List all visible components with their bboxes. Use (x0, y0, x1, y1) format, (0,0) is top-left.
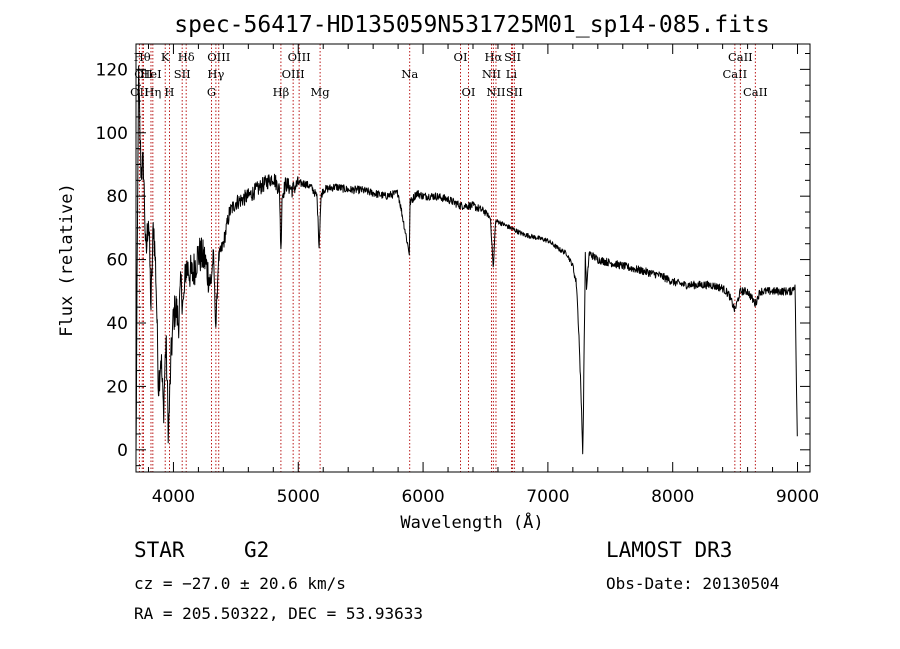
survey-name: LAMOST DR3 (606, 538, 732, 562)
line-label-8: Hδ (178, 50, 195, 64)
line-label-20: NII (482, 67, 501, 81)
line-label-4: HeI (140, 67, 161, 81)
y-tick-label-2: 40 (106, 314, 128, 334)
y-tick-label-4: 80 (106, 187, 128, 207)
line-label-17: OI (454, 50, 468, 64)
coordinates-readout: RA = 205.50322, DEC = 53.93633 (134, 604, 423, 623)
y-axis-label: Flux (relative) (57, 183, 77, 337)
line-label-19: Hα (484, 50, 502, 64)
line-label-9: OIII (207, 50, 230, 64)
object-class: STAR (134, 538, 185, 562)
x-axis-label: Wavelength (Å) (400, 511, 543, 533)
line-label-22: SII (504, 50, 521, 64)
y-tick-label-0: 0 (117, 441, 128, 461)
cz-value: cz = −27.0 ± 20.6 km/s (134, 574, 346, 593)
x-tick-label-0: 4000 (152, 487, 195, 507)
object-subclass: G2 (244, 538, 269, 562)
line-label-16: Na (401, 67, 418, 81)
obs-date: Obs-Date: 20130504 (606, 574, 779, 593)
redshift-readout: cz = −27.0 ± 20.6 km/s (134, 574, 346, 593)
spectrum-line (135, 65, 798, 455)
line-label-10: Hγ (207, 67, 224, 81)
line-label-7: H (164, 85, 174, 99)
x-tick-label-1: 5000 (277, 487, 320, 507)
line-label-21: NII (486, 85, 505, 99)
subclass-label: G2 (244, 538, 270, 562)
y-tick-label-3: 60 (106, 251, 128, 271)
line-label-18: OI (462, 85, 476, 99)
obsdate-label: Obs-Date: 20130504 (606, 574, 780, 593)
line-label-11: G (207, 85, 216, 99)
x-tick-label-4: 8000 (651, 487, 694, 507)
radec-value: RA = 205.50322, DEC = 53.93633 (134, 604, 423, 623)
line-label-26: CaII (728, 50, 753, 64)
plot-area (135, 65, 798, 455)
line-label-24: SII (506, 85, 523, 99)
y-tick-label-5: 100 (96, 124, 128, 144)
line-label-14: OIII (288, 50, 311, 64)
line-label-13: OIII (282, 67, 305, 81)
x-tick-label-2: 6000 (401, 487, 444, 507)
x-tick-label-3: 7000 (526, 487, 569, 507)
line-label-27: CaII (743, 85, 768, 99)
class-label: STAR (134, 538, 185, 562)
line-label-3: Hη (144, 85, 161, 99)
y-tick-label-6: 120 (96, 60, 128, 80)
line-label-15: Mg (311, 85, 331, 99)
line-label-25: CaII (722, 67, 747, 81)
survey-label: LAMOST DR3 (606, 538, 733, 562)
line-label-6: SII (174, 67, 191, 81)
x-tick-label-5: 9000 (776, 487, 819, 507)
axis-ticks: 4000 5000 6000 7000 8000 9000 0 20 40 60 80 100 120 (96, 44, 819, 507)
line-label-23: Li (506, 67, 518, 81)
chart-title: spec-56417-HD135059N531725M01_sp14-085.f… (174, 12, 769, 38)
plot-frame (135, 43, 811, 473)
line-label-5: K (161, 50, 170, 64)
line-label-12: Hβ (273, 85, 290, 99)
y-tick-label-1: 20 (106, 377, 128, 397)
